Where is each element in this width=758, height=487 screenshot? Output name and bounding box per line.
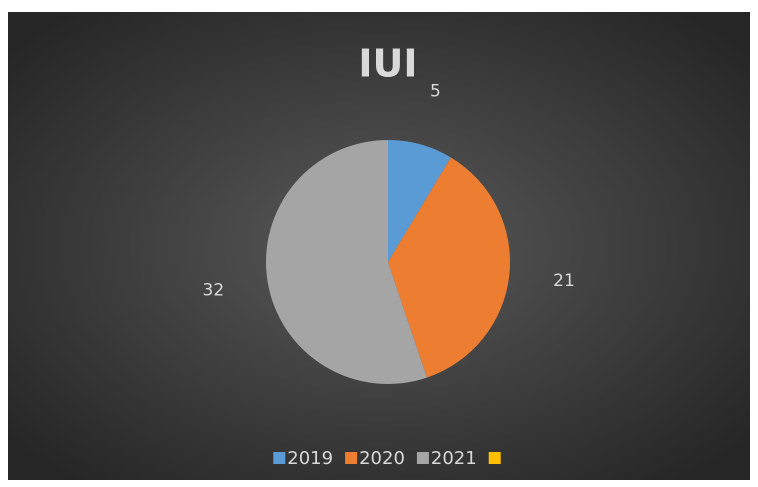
legend-swatch [488,452,501,464]
data-label: 32 [203,281,225,301]
data-label: 21 [553,271,575,291]
data-label: 5 [430,81,441,101]
pie-slice [388,157,510,378]
legend-swatch [416,452,429,464]
legend-swatch [345,452,358,464]
pie-slice [388,140,451,262]
legend-label: 2020 [359,448,405,469]
chart-title: IUI [358,42,417,86]
pie-slice [265,140,427,384]
legend-label: 2021 [431,448,477,469]
legend-swatch [273,452,286,464]
legend-label: 2019 [287,448,333,469]
